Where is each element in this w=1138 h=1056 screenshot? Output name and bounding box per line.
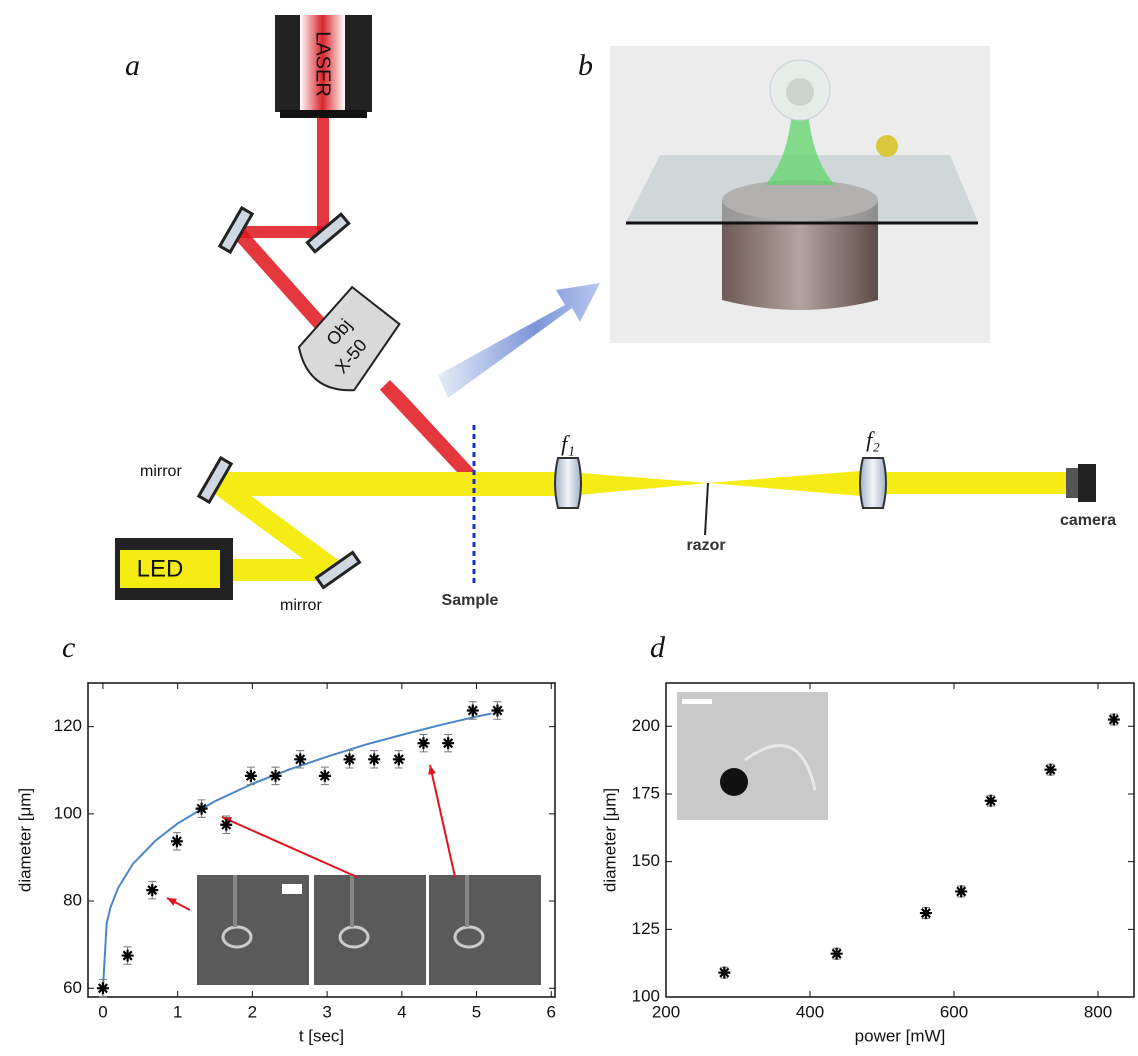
x-tick-label: 2 [248, 1002, 257, 1021]
panel-label: a [125, 49, 140, 82]
render-particle [786, 78, 814, 106]
point [319, 770, 331, 782]
y-axis-label: diameter [μm] [15, 788, 34, 892]
inset-bubble [720, 768, 748, 796]
point [718, 967, 730, 979]
y-tick-label: 150 [632, 851, 660, 870]
point [368, 753, 380, 765]
mirror-label: mirror [140, 463, 182, 480]
y-tick-label: 100 [632, 986, 660, 1005]
zoom-arrow [438, 283, 600, 398]
y-tick-label: 200 [632, 716, 660, 735]
camera [1066, 468, 1078, 498]
point [270, 770, 282, 782]
x-tick-label: 800 [1084, 1002, 1112, 1021]
figure: a b c d LASER mirror mirror Obj X-50 LED… [0, 0, 1138, 1056]
panel-label: d [650, 631, 666, 664]
point [467, 704, 479, 716]
x-axis-label: t [sec] [299, 1026, 344, 1045]
sample-label: Sample [442, 592, 499, 609]
x-tick-label: 5 [472, 1002, 481, 1021]
point [417, 737, 429, 749]
x-tick-label: 6 [547, 1002, 556, 1021]
y-tick-label: 125 [632, 919, 660, 938]
point [920, 907, 932, 919]
point [294, 753, 306, 765]
x-tick-label: 3 [322, 1002, 331, 1021]
inset-image [429, 875, 541, 985]
y-tick-label: 120 [54, 716, 82, 735]
point [97, 982, 109, 994]
point [171, 835, 183, 847]
point [196, 803, 208, 815]
point [220, 819, 232, 831]
y-tick-label: 175 [632, 783, 660, 802]
point [393, 753, 405, 765]
lens [555, 458, 581, 508]
point [245, 770, 257, 782]
point [1044, 764, 1056, 776]
point [1108, 714, 1120, 726]
lens-label: f₂ [866, 427, 880, 452]
point [985, 795, 997, 807]
scale-bar [682, 699, 712, 704]
mirror-label: mirror [280, 597, 322, 614]
x-tick-label: 1 [173, 1002, 182, 1021]
point [146, 884, 158, 896]
scale-bar [282, 884, 302, 894]
razor-label: razor [686, 537, 725, 554]
panel-label: b [578, 49, 593, 82]
lens-label: f₁ [561, 431, 575, 456]
x-tick-label: 4 [397, 1002, 406, 1021]
laser-label: LASER [312, 31, 334, 97]
laser-base [280, 110, 367, 118]
y-tick-label: 60 [63, 978, 82, 997]
camera-body [1078, 464, 1096, 502]
y-axis-label: diameter [μm] [600, 788, 619, 892]
led-label: LED [137, 555, 184, 582]
render-sphere [876, 135, 898, 157]
point [122, 950, 134, 962]
x-tick-label: 400 [796, 1002, 824, 1021]
led-beam [218, 470, 1068, 570]
x-tick-label: 600 [940, 1002, 968, 1021]
x-tick-label: 0 [98, 1002, 107, 1021]
razor [705, 483, 708, 535]
inset-image [314, 875, 426, 985]
point [442, 737, 454, 749]
point [955, 885, 967, 897]
panel-label: c [62, 631, 75, 664]
camera-label: camera [1060, 512, 1116, 529]
point [831, 948, 843, 960]
point [344, 753, 356, 765]
x-axis-label: power [mW] [855, 1026, 946, 1045]
lens [860, 458, 886, 508]
y-tick-label: 100 [54, 803, 82, 822]
y-tick-label: 80 [63, 891, 82, 910]
point [491, 704, 503, 716]
